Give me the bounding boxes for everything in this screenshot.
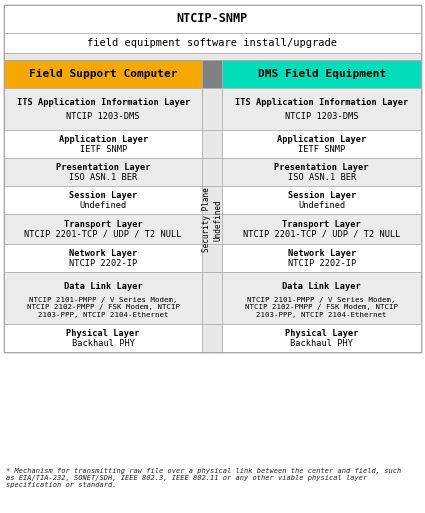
Text: NTCIP 2202-IP: NTCIP 2202-IP	[288, 259, 356, 268]
Text: Session Layer: Session Layer	[69, 191, 137, 200]
Text: Session Layer: Session Layer	[288, 191, 356, 200]
Text: Physical Layer: Physical Layer	[285, 329, 359, 338]
Text: NTCIP 1203-DMS: NTCIP 1203-DMS	[66, 112, 140, 121]
Bar	[202, 214, 223, 244]
Bar	[202, 186, 223, 214]
Text: Backhaul PHY: Backhaul PHY	[290, 339, 353, 347]
Bar	[223, 158, 421, 186]
Text: Security Plane
Undefined: Security Plane Undefined	[202, 188, 223, 252]
Bar	[4, 272, 202, 324]
Bar	[4, 5, 421, 352]
Text: ITS Application Information Layer: ITS Application Information Layer	[17, 98, 190, 107]
Text: Data Link Layer: Data Link Layer	[64, 282, 143, 291]
Bar	[4, 324, 202, 352]
Bar	[4, 53, 421, 60]
Bar	[202, 272, 223, 324]
Text: IETF SNMP: IETF SNMP	[79, 145, 127, 153]
Text: DMS Field Equipment: DMS Field Equipment	[258, 69, 386, 79]
Text: Presentation Layer: Presentation Layer	[56, 163, 150, 172]
Bar	[4, 60, 202, 88]
Bar	[4, 5, 421, 33]
Bar	[223, 88, 421, 130]
Text: Field Support Computer: Field Support Computer	[29, 69, 178, 79]
Bar	[223, 186, 421, 214]
Text: Network Layer: Network Layer	[69, 249, 137, 259]
Text: Presentation Layer: Presentation Layer	[275, 163, 369, 172]
Text: NTCIP 2202-IP: NTCIP 2202-IP	[69, 259, 137, 268]
Bar	[223, 272, 421, 324]
Text: * Mechanism for transmitting raw file over a physical link between the center an: * Mechanism for transmitting raw file ov…	[6, 468, 401, 488]
Bar	[202, 60, 223, 88]
Bar	[223, 214, 421, 244]
Bar	[223, 60, 421, 88]
Bar	[4, 244, 202, 272]
Text: NTCIP 2201-TCP / UDP / T2 NULL: NTCIP 2201-TCP / UDP / T2 NULL	[243, 230, 400, 239]
Text: NTCIP 2101-PMPP / V Series Modem,
NTCIP 2102-PMPP / FSK Modem, NTCIP
2103-PPP, N: NTCIP 2101-PMPP / V Series Modem, NTCIP …	[27, 297, 180, 318]
Bar	[4, 158, 202, 186]
Text: Backhaul PHY: Backhaul PHY	[72, 339, 135, 347]
Text: Application Layer: Application Layer	[59, 135, 148, 144]
Text: ISO ASN.1 BER: ISO ASN.1 BER	[69, 172, 137, 182]
Text: Undefined: Undefined	[79, 201, 127, 209]
Text: NTCIP 1203-DMS: NTCIP 1203-DMS	[285, 112, 359, 121]
Text: NTCIP-SNMP: NTCIP-SNMP	[177, 12, 248, 26]
Bar	[202, 130, 223, 158]
Bar	[4, 130, 202, 158]
Text: Network Layer: Network Layer	[288, 249, 356, 259]
Text: NTCIP 2101-PMPP / V Series Modem,
NTCIP 2102-PMPP / FSK Modem, NTCIP
2103-PPP, N: NTCIP 2101-PMPP / V Series Modem, NTCIP …	[245, 297, 398, 318]
Bar	[223, 244, 421, 272]
Bar	[4, 88, 202, 130]
Text: NTCIP 2201-TCP / UDP / T2 NULL: NTCIP 2201-TCP / UDP / T2 NULL	[25, 230, 182, 239]
Bar	[223, 324, 421, 352]
Text: Application Layer: Application Layer	[277, 135, 366, 144]
Text: ITS Application Information Layer: ITS Application Information Layer	[235, 98, 408, 107]
Text: Transport Layer: Transport Layer	[64, 220, 143, 229]
Bar	[4, 214, 202, 244]
Text: Transport Layer: Transport Layer	[282, 220, 361, 229]
Text: Data Link Layer: Data Link Layer	[282, 282, 361, 291]
Text: IETF SNMP: IETF SNMP	[298, 145, 346, 153]
Bar	[4, 33, 421, 53]
Text: Physical Layer: Physical Layer	[66, 329, 140, 338]
Bar	[202, 244, 223, 272]
Bar	[223, 130, 421, 158]
Bar	[202, 324, 223, 352]
Bar	[202, 88, 223, 130]
Text: ISO ASN.1 BER: ISO ASN.1 BER	[288, 172, 356, 182]
Text: field equipment software install/upgrade: field equipment software install/upgrade	[88, 38, 337, 48]
Bar	[4, 186, 202, 214]
Bar	[202, 158, 223, 186]
Text: Undefined: Undefined	[298, 201, 346, 209]
